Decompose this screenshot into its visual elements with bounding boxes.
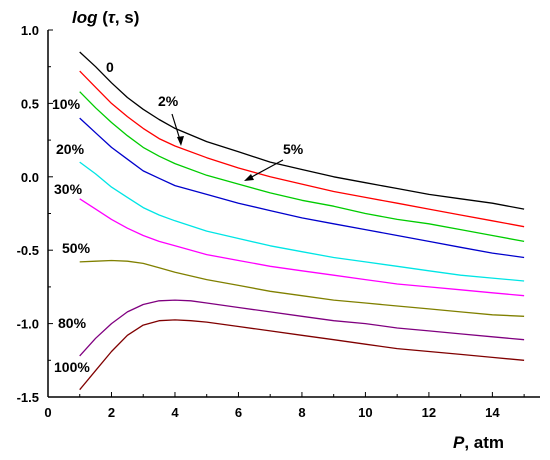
y-tick-label-4: -1.0: [17, 317, 39, 332]
y-axis-title-close: ): [134, 8, 140, 27]
y-tick-label-0: 1.0: [21, 23, 39, 38]
series-line-0: [79, 51, 525, 210]
curve-label-5pct: 5%: [283, 141, 304, 157]
series-line-3: [79, 117, 525, 259]
y-tick-label-1: 0.5: [21, 96, 39, 111]
annotation-arrows: [171, 113, 284, 181]
plot-frame: [47, 30, 540, 398]
curve-label-10pct: 10%: [52, 96, 81, 112]
y-axis-title-open: (: [98, 8, 109, 27]
x-tick-label-3: 6: [235, 405, 242, 420]
x-axis-title: P, atm: [453, 433, 504, 452]
x-tick-label-1: 2: [108, 405, 115, 420]
y-axis-title-main: log: [72, 8, 98, 27]
arrowhead-2pct: [177, 136, 184, 146]
curve-label-2pct: 2%: [158, 93, 179, 109]
series-line-1: [79, 70, 525, 228]
x-tick-label-0: 0: [44, 405, 51, 420]
ticks: 0 2 4 6 8 10 12 14 1.0 0.5 0.0 -0.5 -1.0 -1.5: [17, 23, 525, 420]
curve-label-100pct: 100%: [54, 359, 90, 375]
x-tick-label-6: 12: [422, 405, 436, 420]
curve-labels: 0 2% 5% 10% 20% 30% 50% 80% 100%: [52, 59, 304, 375]
arrowhead-5pct: [244, 174, 254, 181]
curve-label-80pct: 80%: [58, 315, 87, 331]
series-line-2: [79, 91, 525, 243]
x-tick-label-5: 10: [358, 405, 372, 420]
curves: [79, 51, 525, 391]
curve-label-30pct: 30%: [54, 181, 83, 197]
x-tick-label-4: 8: [298, 405, 305, 420]
x-tick-label-2: 4: [171, 405, 179, 420]
x-axis-title-unit: , atm: [464, 433, 504, 452]
y-axis-title-rest: , s: [115, 8, 134, 27]
y-tick-label-2: 0.0: [21, 170, 39, 185]
curve-label-0: 0: [106, 59, 114, 75]
series-line-4: [79, 161, 525, 282]
x-tick-label-7: 14: [485, 405, 500, 420]
x-axis-title-sym: P: [453, 433, 465, 452]
y-tick-label-3: -0.5: [17, 243, 39, 258]
curve-label-20pct: 20%: [56, 141, 85, 157]
y-tick-label-5: -1.5: [17, 390, 39, 405]
curve-label-50pct: 50%: [62, 240, 91, 256]
series-line-8: [79, 319, 525, 391]
series-line-5: [79, 198, 525, 297]
series-line-6: [79, 259, 525, 317]
y-axis-title-sym: τ: [108, 8, 116, 27]
arrow-5pct: [247, 159, 284, 180]
y-axis-title: log (τ, s): [72, 8, 139, 27]
series-line-7: [79, 299, 525, 357]
